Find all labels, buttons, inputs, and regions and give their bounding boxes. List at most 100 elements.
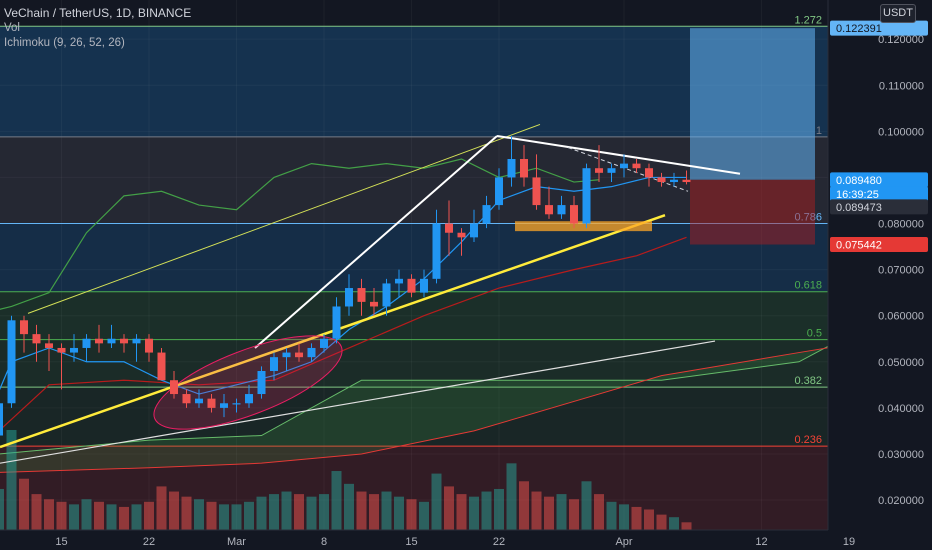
time-tick-label: 22 [143, 536, 155, 548]
candle-body [132, 338, 141, 344]
price-tick-label: 0.060000 [878, 311, 924, 323]
candle-body [607, 168, 616, 173]
drawings [0, 123, 741, 464]
time-tick-label: 19 [843, 536, 855, 548]
fib-label: 0.236 [794, 434, 822, 446]
ichimoku-cloud [0, 292, 932, 473]
volume-bar [606, 501, 617, 530]
fib-label: 0.5 [807, 328, 822, 340]
volume-bar [556, 494, 567, 530]
candle-body [345, 288, 353, 307]
time-tick-label: Apr [615, 536, 632, 548]
candle-body [457, 232, 466, 238]
volume-bar [244, 501, 254, 530]
volume-bar [256, 496, 267, 530]
price-label-open: 0.089473 [836, 202, 882, 214]
fib-label: 0.382 [794, 375, 822, 387]
candle-body [482, 205, 491, 224]
candle-body [570, 205, 578, 224]
volume-bar [94, 501, 104, 530]
fib-zone [0, 291, 828, 340]
candle-body [645, 168, 653, 178]
volume-bar [469, 496, 479, 530]
wedge-dashed-line [567, 147, 689, 192]
candle-body [107, 338, 116, 344]
long-position-tool [690, 28, 815, 245]
conversion-line [0, 176, 687, 395]
volume-bar [369, 494, 379, 530]
volume-bar [319, 494, 329, 530]
symbol-title[interactable]: VeChain / TetherUS, 1D, BINANCE [4, 6, 192, 20]
chart-legend: VeChain / TetherUS, 1D, BINANCE Vol Ichi… [4, 6, 191, 51]
volume-bar [119, 506, 129, 530]
volume-bars [0, 430, 692, 530]
vol-indicator-label[interactable]: Vol [4, 22, 20, 34]
candle-body [370, 301, 378, 307]
candle-body [182, 394, 191, 404]
indicator-lines [0, 158, 687, 431]
fib-zone [0, 339, 828, 388]
ichimoku-indicator-label[interactable]: Ichimoku (9, 26, 52, 26) [4, 37, 125, 49]
channel-trendline [27, 123, 541, 314]
fib-label: 0.786 [794, 212, 822, 224]
candle-body [170, 380, 178, 395]
volume-bar [331, 471, 342, 530]
accumulation-ellipse [153, 335, 343, 430]
price-label-target: 0.122391 [836, 23, 882, 35]
volume-bar [106, 504, 117, 530]
price-label-bg [830, 172, 928, 188]
fib-zone [0, 387, 828, 447]
base-line [0, 236, 687, 431]
price-tick-label: 0.070000 [878, 265, 924, 277]
candle-body [270, 357, 278, 371]
volume-bar [231, 504, 242, 530]
candle-body [307, 347, 316, 358]
volume-bar [194, 499, 204, 530]
price-label-bg [830, 199, 928, 215]
volume-bar [531, 491, 542, 530]
price-tick-label: 0.040000 [878, 403, 924, 415]
resistance-trendline [496, 134, 741, 175]
candle-body [682, 179, 691, 183]
candle-body [470, 223, 478, 238]
cloud-span-b [0, 328, 932, 473]
volume-bar [519, 481, 529, 530]
volume-bar [481, 491, 492, 530]
candle-body [32, 334, 41, 344]
candle-body [195, 398, 203, 404]
volume-bar [206, 501, 217, 530]
volume-bar [594, 494, 604, 530]
cloud-fill [0, 293, 932, 473]
candle-body [445, 223, 453, 233]
time-axis [0, 530, 932, 550]
time-tick-label: 12 [755, 536, 767, 548]
candle-body [7, 320, 16, 404]
price-tick-label: 0.080000 [878, 219, 924, 231]
candle-body [0, 403, 3, 436]
candle-body [57, 347, 66, 353]
price-label-last: 0.089480 [836, 175, 882, 187]
candle-body [82, 338, 91, 348]
time-tick-label: 22 [493, 536, 505, 548]
currency-button[interactable]: USDT [880, 4, 916, 23]
candle-body [420, 278, 428, 293]
candle-body [232, 403, 241, 405]
position-stop-zone [690, 179, 815, 245]
time-tick-label: 15 [55, 536, 67, 548]
volume-bar [431, 473, 442, 530]
price-tick-label: 0.050000 [878, 357, 924, 369]
price-label-bg [830, 237, 928, 253]
candle-body [20, 320, 28, 335]
candle-body [595, 168, 603, 173]
volume-bar [569, 499, 579, 530]
volume-bar [219, 504, 229, 530]
volume-bar [81, 499, 92, 530]
candle-body [432, 223, 441, 279]
price-label-bg [830, 186, 928, 202]
candle-body [670, 179, 678, 183]
time-tick-label: 15 [405, 536, 417, 548]
candle-body [332, 306, 341, 339]
candle-body [220, 403, 228, 408]
price-tick-label: 0.030000 [878, 449, 924, 461]
